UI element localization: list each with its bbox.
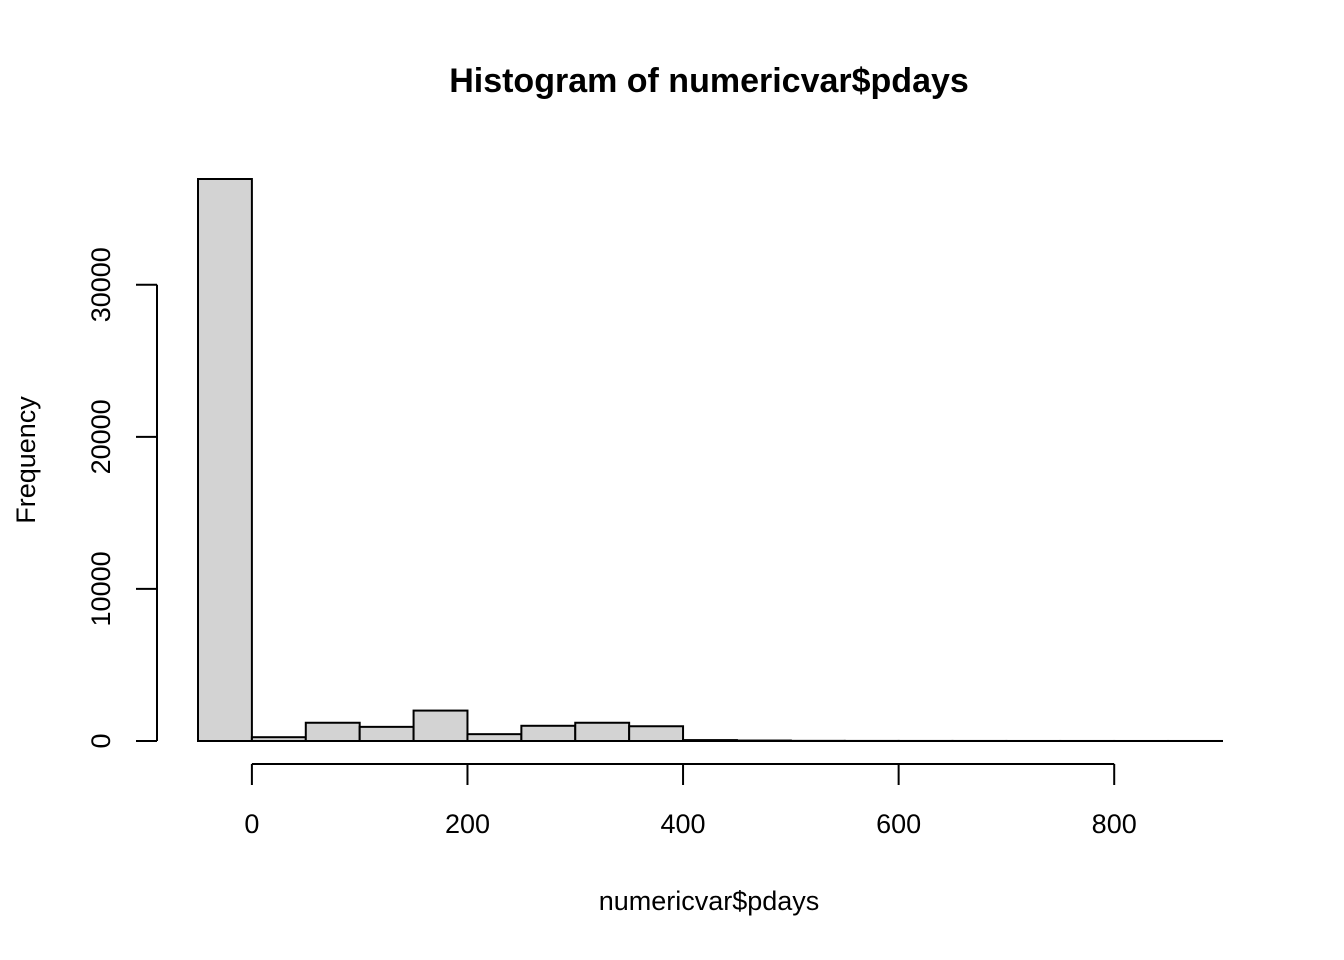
- x-tick-label-1: 200: [445, 809, 490, 839]
- y-tick-label-3: 30000: [86, 247, 116, 322]
- x-axis: 0 200 400 600 800: [244, 763, 1137, 839]
- histogram-bar-6: [520, 724, 577, 742]
- histogram-bars: [197, 178, 1223, 743]
- histogram-bar-3: [358, 725, 415, 742]
- y-tick-label-1: 10000: [86, 551, 116, 626]
- histogram-bar-4: [412, 709, 469, 743]
- x-tick-label-0: 0: [244, 809, 259, 839]
- chart-title: Histogram of numericvar$pdays: [449, 62, 969, 100]
- y-tick-label-2: 20000: [86, 399, 116, 474]
- histogram-bar-8: [628, 725, 685, 742]
- x-tick-label-3: 600: [876, 809, 921, 839]
- y-axis: 0 10000 20000 30000: [86, 247, 158, 749]
- y-tick-label-0: 0: [86, 733, 116, 748]
- histogram-bar-5: [466, 733, 523, 742]
- x-axis-label: numericvar$pdays: [599, 886, 820, 916]
- y-axis-label: Frequency: [11, 396, 41, 524]
- histogram-bar-0: [197, 178, 253, 742]
- histogram-bar-7: [574, 721, 631, 742]
- x-tick-label-4: 800: [1092, 809, 1137, 839]
- x-tick-label-2: 400: [661, 809, 706, 839]
- histogram-bar-2: [304, 721, 361, 742]
